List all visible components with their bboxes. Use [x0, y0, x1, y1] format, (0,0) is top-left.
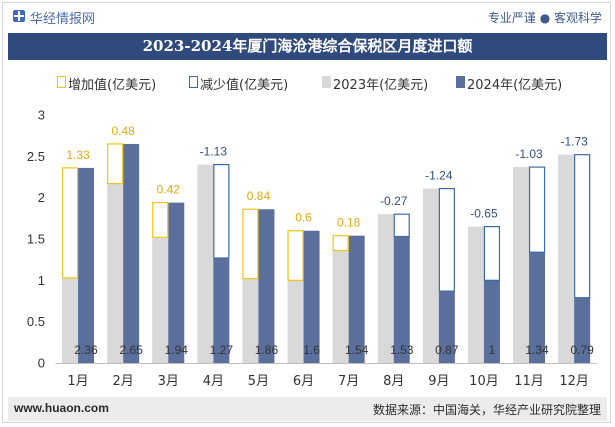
x-tick-label: 4月 — [203, 374, 224, 389]
decrease-box — [483, 226, 501, 281]
increase-value-label: 0.6 — [295, 211, 312, 225]
bar-2023 — [197, 164, 214, 363]
y-tick-label: 0 — [38, 356, 45, 371]
y-tick-label: 2 — [38, 190, 45, 205]
y-tick-label: 3 — [38, 108, 45, 123]
value-2024-label: 1.54 — [345, 343, 369, 357]
legend-swatch-increase — [57, 76, 66, 88]
decrease-box — [438, 187, 455, 292]
bar-2024 — [348, 235, 365, 363]
x-tick-label: 9月 — [428, 374, 449, 389]
bar-2024 — [393, 236, 410, 363]
y-tick-label: 1 — [38, 273, 45, 288]
increase-box — [152, 202, 169, 238]
value-2024-label: 2.36 — [74, 343, 98, 357]
bar-2023 — [242, 278, 259, 363]
legend-swatch-decrease — [189, 76, 198, 88]
x-tick-label: 1月 — [67, 374, 88, 389]
value-2024-label: 1.6 — [303, 343, 320, 357]
increase-value-label: 1.33 — [66, 148, 90, 162]
bar-2024 — [529, 252, 546, 363]
decrease-box — [574, 154, 591, 299]
x-tick-label: 12月 — [559, 374, 589, 389]
x-tick-label: 2月 — [113, 374, 134, 389]
title-bar: 2023-2024年厦门海沧港综合保税区月度进口额 — [8, 33, 607, 60]
y-tick-label: 1.5 — [27, 232, 45, 247]
x-tick-label: 3月 — [158, 374, 179, 389]
y-tick-label: 0.5 — [27, 314, 45, 329]
bar-2023 — [377, 214, 394, 363]
increase-box — [287, 230, 304, 281]
bar-2023 — [332, 250, 349, 363]
bar-2024 — [303, 230, 320, 363]
bar-2024 — [78, 167, 95, 363]
legend-label-2024: 2024年(亿美元) — [467, 78, 563, 93]
x-tick-label: 10月 — [469, 374, 499, 389]
decrease-value-label: -1.73 — [560, 135, 588, 149]
bar-2023 — [467, 226, 484, 363]
decrease-box — [213, 164, 230, 259]
decrease-value-label: -1.13 — [200, 145, 228, 159]
bar-2024 — [258, 209, 275, 363]
value-2024-label: 1.86 — [255, 343, 279, 357]
chart-frame — [2, 2, 611, 423]
x-tick-label: 6月 — [293, 374, 314, 389]
increase-box — [332, 235, 349, 252]
bar-2023 — [152, 237, 169, 363]
decrease-value-label: -1.24 — [425, 169, 453, 183]
decrease-value-label: -0.65 — [470, 207, 498, 221]
increase-value-label: 0.84 — [247, 189, 271, 203]
legend-label-increase: 增加值(亿美元) — [68, 78, 157, 93]
increase-value-label: 0.18 — [337, 216, 361, 230]
bar-2024 — [574, 297, 591, 363]
legend-swatch-2023 — [322, 76, 331, 88]
increase-box — [61, 167, 79, 279]
bar-2023 — [422, 188, 439, 363]
value-2024-label: 1.34 — [525, 343, 549, 357]
legend-label-2023: 2023年(亿美元) — [333, 78, 429, 93]
legend-label-decrease: 减少值(亿美元) — [200, 78, 289, 93]
bar-2023 — [107, 183, 124, 363]
value-2024-label: 1 — [489, 343, 496, 357]
bar-2023 — [62, 277, 79, 363]
value-2024-label: 1.27 — [210, 343, 234, 357]
footer-website: www.huaon.com — [14, 401, 109, 415]
value-2024-label: 1.53 — [390, 343, 414, 357]
x-tick-label: 11月 — [514, 374, 544, 389]
brand-name: 华经情报网 — [30, 12, 96, 27]
value-2024-label: 1.94 — [165, 343, 189, 357]
increase-value-label: 0.48 — [111, 124, 135, 138]
slogan: 专业严谨 ● 客观科学 — [487, 11, 602, 25]
bar-2024 — [483, 280, 500, 363]
bar-2024 — [213, 258, 230, 363]
decrease-box — [393, 213, 410, 238]
footer-source: 数据来源：中国海关，华经产业研究院整理 — [372, 403, 601, 417]
value-2024-label: 2.65 — [119, 343, 143, 357]
y-tick-label: 2.5 — [27, 149, 45, 164]
decrease-value-label: -0.27 — [380, 194, 408, 208]
footer-bar: www.huaon.com 数据来源：中国海关，华经产业研究院整理 — [8, 397, 607, 421]
value-2024-label: 0.79 — [570, 343, 594, 357]
increase-box — [242, 208, 259, 280]
increase-box — [107, 143, 124, 185]
x-tick-label: 5月 — [248, 374, 269, 389]
bar-2024 — [438, 291, 455, 363]
bar-2024 — [123, 143, 140, 363]
x-tick-label: 8月 — [383, 374, 404, 389]
bar-2023 — [513, 167, 530, 363]
legend-swatch-2024 — [456, 76, 465, 88]
decrease-value-label: -1.03 — [515, 147, 543, 161]
value-2024-label: 0.87 — [435, 343, 459, 357]
bar-2023 — [558, 154, 575, 363]
bar-2024 — [168, 202, 185, 363]
chart-title: 2023-2024年厦门海沧港综合保税区月度进口额 — [142, 37, 473, 55]
decrease-box — [528, 166, 546, 253]
x-tick-label: 7月 — [338, 374, 359, 389]
increase-value-label: 0.42 — [157, 183, 181, 197]
huajing-logo-icon — [13, 10, 25, 22]
bar-2023 — [287, 280, 304, 363]
